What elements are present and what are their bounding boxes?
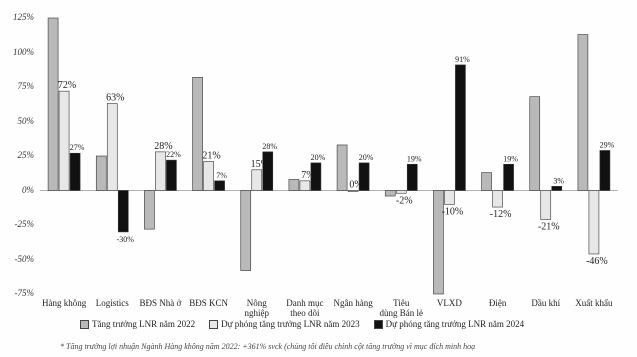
bar-2023	[588, 190, 600, 255]
bar-2024	[551, 186, 563, 191]
data-label: 21%	[202, 151, 220, 162]
bar-2022	[144, 190, 155, 230]
x-category-label: BĐS KCN	[189, 298, 228, 308]
data-label: -30%	[117, 235, 135, 244]
bar-2022	[95, 155, 107, 191]
bar-2024	[310, 162, 322, 191]
data-label: -2%	[396, 195, 413, 206]
data-label: 63%	[106, 93, 124, 104]
legend-item-2022: Tăng trưởng LNR năm 2022	[80, 319, 195, 329]
x-category-label: Danh mục theo dõi	[286, 298, 324, 318]
legend-label-2022: Tăng trưởng LNR năm 2022	[92, 319, 196, 329]
data-label: 72%	[58, 80, 76, 91]
bar-2022	[240, 190, 252, 271]
bar-2024	[406, 163, 418, 191]
legend-label-2024: Dự phóng tăng trưởng LNR năm 2024	[385, 319, 525, 329]
data-label: 29%	[600, 140, 615, 149]
data-label: 91%	[455, 55, 470, 64]
data-label: 27%	[70, 143, 85, 152]
bar-2024	[117, 190, 129, 233]
data-label: 28%	[262, 142, 277, 151]
data-label: 19%	[407, 154, 422, 163]
legend-item-2023: Dự phóng tăng trưởng LNR năm 2023	[209, 319, 360, 329]
footnote: * Tăng trưởng lợi nhuận Ngành Hàng không…	[60, 342, 476, 351]
x-category-label: Nông nghiệp	[244, 298, 269, 318]
bar-2024	[262, 151, 274, 191]
bar-2022	[288, 179, 300, 191]
x-category-label: Logistics	[95, 298, 129, 308]
bar-2022	[384, 190, 396, 197]
legend-label-2023: Dự phóng tăng trưởng LNR năm 2023	[221, 319, 360, 329]
y-tick-label: -25%	[14, 219, 35, 229]
bar-2023	[203, 161, 214, 191]
bar-2023	[251, 169, 263, 191]
bar-2022	[577, 34, 589, 191]
legend-swatch-2024	[373, 319, 383, 329]
bar-2023	[492, 190, 503, 208]
bar-2022	[529, 96, 541, 191]
bar-2024	[166, 159, 177, 191]
bar-2022	[47, 17, 59, 191]
x-category-label: VLXD	[436, 298, 462, 308]
data-label: -12%	[490, 209, 512, 220]
bar-2024	[503, 163, 514, 191]
data-label: 28%	[154, 141, 172, 152]
data-label: 20%	[311, 153, 326, 162]
bar-2023	[155, 151, 166, 191]
bar-2023	[540, 190, 552, 220]
bar-2024	[214, 180, 225, 191]
y-tick-label: 100%	[13, 46, 34, 57]
y-tick-label: 50%	[17, 115, 35, 126]
legend-item-2024: Dự phóng tăng trưởng LNR năm 2024	[373, 319, 525, 329]
data-label: 19%	[503, 154, 518, 163]
bar-2023	[395, 190, 407, 194]
x-category-label: Xuất khẩu	[575, 298, 613, 308]
data-label: 20%	[359, 153, 374, 162]
legend-swatch-2022	[80, 319, 89, 329]
legend: Tăng trưởng LNR năm 2022 Dự phóng tăng t…	[80, 319, 524, 329]
bar-2022	[192, 77, 203, 191]
data-label: -46%	[586, 256, 608, 267]
bar-2023	[444, 190, 455, 205]
y-tick-label: -50%	[14, 253, 35, 264]
bar-2022	[433, 190, 444, 295]
data-label: 3%	[553, 176, 564, 185]
y-tick-label: -75%	[14, 288, 35, 298]
data-label: 22%	[166, 150, 181, 159]
bar-2024	[69, 152, 81, 191]
x-category-label: Điện	[488, 298, 507, 308]
x-category-label: BĐS Nhà ở	[139, 298, 182, 308]
bar-2023	[299, 180, 311, 191]
data-label: -21%	[538, 221, 560, 232]
bar-2023	[347, 190, 359, 192]
bar-2024	[455, 64, 466, 191]
x-category-label: Ngân hàng	[333, 298, 373, 308]
x-category-label: Hàng không	[41, 298, 87, 308]
legend-swatch-2023	[209, 319, 219, 329]
data-label: 15%	[251, 159, 269, 170]
bar-2022	[481, 172, 492, 191]
bar-2022	[336, 144, 348, 191]
data-label: 0%	[349, 180, 362, 191]
data-label: 7%	[301, 170, 314, 181]
bar-2024	[599, 150, 611, 191]
y-tick-label: 25%	[17, 150, 35, 160]
y-tick-label: 125%	[13, 12, 34, 22]
bar-2023	[58, 90, 70, 191]
y-tick-label: 0%	[22, 184, 34, 195]
y-tick-label: 75%	[17, 81, 35, 91]
x-category-label: Tiêu dùng Bán lẻ	[379, 298, 423, 318]
bar-2024	[358, 162, 370, 191]
data-label: -10%	[442, 206, 464, 217]
data-label: 7%	[216, 171, 227, 180]
x-category-label: Dầu khí	[531, 298, 561, 308]
bar-2023	[106, 103, 118, 191]
